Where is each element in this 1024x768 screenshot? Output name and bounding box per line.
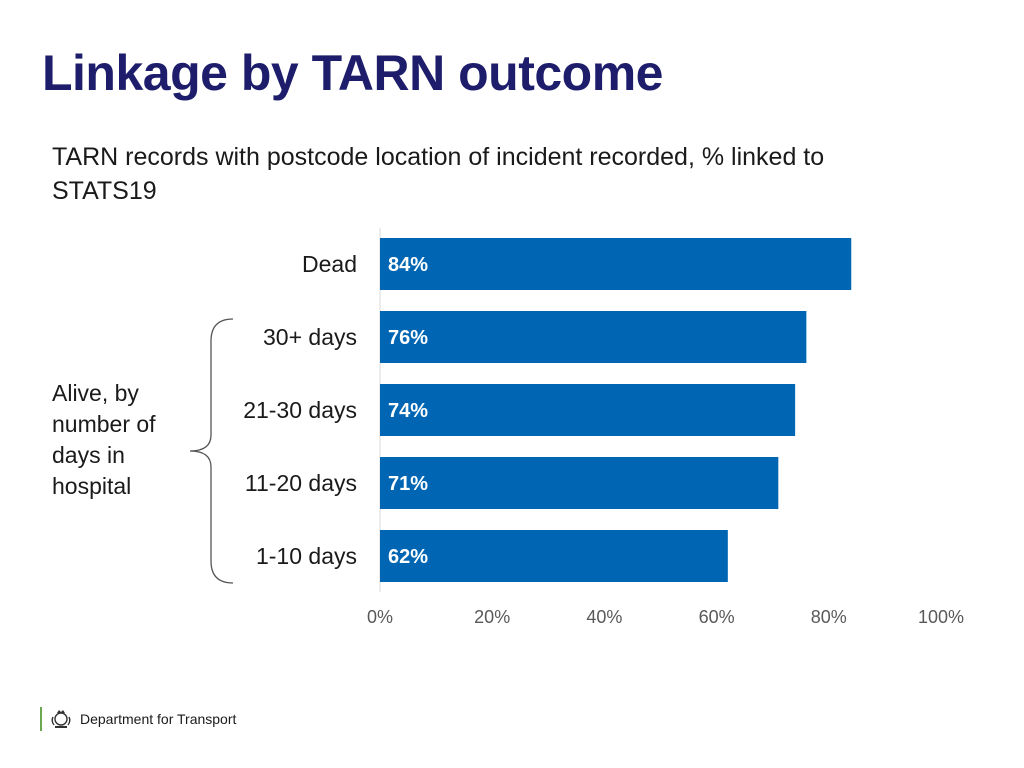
bar-2: [380, 384, 796, 436]
x-tick-label-4: 80%: [811, 607, 847, 627]
x-tick-label-2: 40%: [586, 607, 622, 627]
bar-value-label-0: 84%: [388, 254, 428, 276]
bar-value-label-1: 76%: [388, 327, 428, 349]
category-label-2: 21-30 days: [243, 397, 357, 423]
category-label-3: 11-20 days: [245, 470, 357, 496]
bar-value-label-2: 74%: [388, 400, 428, 422]
logo-accent-bar: [40, 707, 42, 731]
slide-title: Linkage by TARN outcome: [42, 45, 663, 101]
footer-text: Department for Transport: [80, 711, 237, 727]
footer-logo: Department for Transport: [40, 706, 236, 732]
bar-value-label-3: 71%: [388, 473, 428, 495]
category-label-1: 30+ days: [263, 324, 357, 350]
x-tick-label-3: 60%: [699, 607, 735, 627]
x-tick-label-5: 100%: [918, 607, 964, 627]
x-tick-label-1: 20%: [474, 607, 510, 627]
category-label-4: 1-10 days: [256, 543, 357, 569]
x-tick-label-0: 0%: [367, 607, 393, 627]
category-labels-layer: Dead 30+ days 21-30 days 11-20 days 1-10 day…: [243, 251, 357, 569]
category-label-0: Dead: [302, 251, 357, 277]
group-bracket-label: Alive, by number of days in hospital: [52, 380, 156, 499]
bars-layer: 84% 76% 74% 71% 62%: [380, 238, 852, 582]
royal-crest-icon: [51, 710, 71, 728]
group-bracket: [189, 318, 234, 584]
x-tick-labels-layer: 0% 20% 40% 60% 80% 100%: [367, 607, 964, 627]
bar-3: [380, 457, 779, 509]
bar-0: [380, 238, 852, 290]
chart-subtitle: TARN records with postcode location of i…: [52, 143, 825, 205]
bar-value-label-4: 62%: [388, 546, 428, 568]
bar-1: [380, 311, 807, 363]
bar-4: [380, 530, 728, 582]
